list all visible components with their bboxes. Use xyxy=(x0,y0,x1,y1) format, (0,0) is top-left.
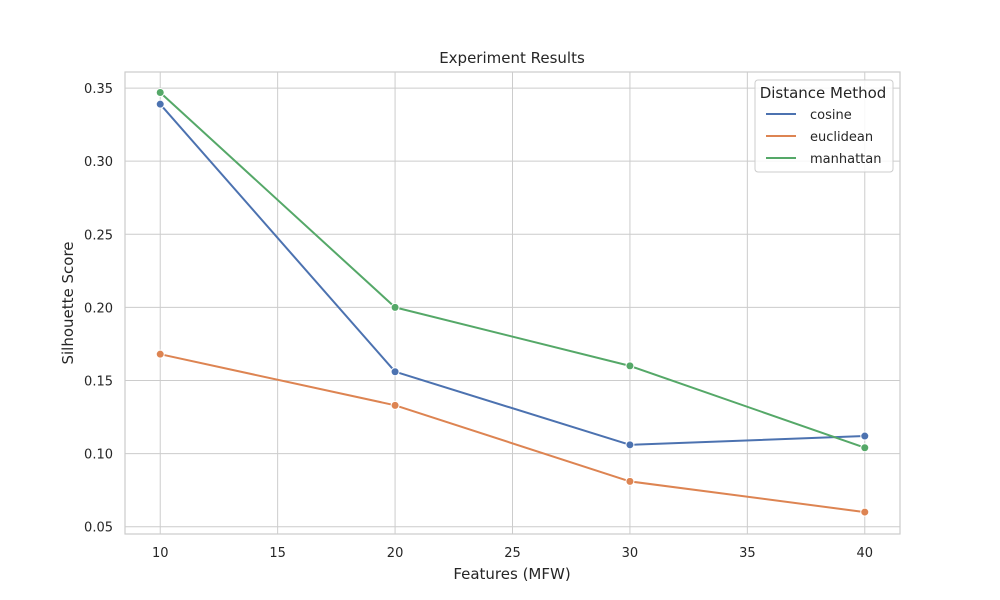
legend-box xyxy=(754,79,894,173)
y-tick-label: 0.30 xyxy=(84,155,113,170)
y-tick-label: 0.35 xyxy=(84,82,113,97)
y-tick-label: 0.15 xyxy=(84,374,113,389)
x-tick-label: 10 xyxy=(152,546,169,561)
y-tick-label: 0.05 xyxy=(84,521,113,536)
data-point-manhattan xyxy=(860,443,870,453)
x-tick-label: 30 xyxy=(622,546,639,561)
series-line-manhattan xyxy=(159,91,866,449)
x-axis-ticks: 10 15 20 25 30 35 40 xyxy=(152,546,873,561)
x-tick-label: 35 xyxy=(739,546,756,561)
y-tick-label: 0.20 xyxy=(84,301,113,316)
series-lines xyxy=(155,87,870,517)
legend-items: cosine euclidean manhattan xyxy=(766,108,881,167)
data-point-manhattan xyxy=(155,87,165,97)
series-line-euclidean xyxy=(159,353,866,514)
x-axis-label: Features (MFW) xyxy=(453,565,570,583)
data-point-euclidean xyxy=(390,400,400,410)
data-point-manhattan xyxy=(390,302,400,312)
data-point-cosine xyxy=(860,431,870,441)
y-tick-label: 0.25 xyxy=(84,228,113,243)
legend-title: Distance Method xyxy=(760,84,887,102)
legend: Distance Method cosine euclidean manhattan xyxy=(754,79,894,173)
y-axis-label: Silhouette Score xyxy=(59,241,77,364)
series-line-cosine xyxy=(159,103,866,446)
legend-label-cosine: cosine xyxy=(810,108,852,123)
y-axis-ticks: 0.05 0.10 0.15 0.20 0.25 0.30 0.35 xyxy=(84,82,113,536)
x-tick-label: 40 xyxy=(856,546,873,561)
y-tick-label: 0.10 xyxy=(84,448,113,463)
data-point-cosine xyxy=(390,367,400,377)
x-tick-label: 25 xyxy=(504,546,521,561)
data-point-euclidean xyxy=(155,349,165,359)
data-point-cosine xyxy=(625,440,635,450)
plot-frame xyxy=(124,71,901,535)
legend-label-manhattan: manhattan xyxy=(810,152,881,167)
data-point-manhattan xyxy=(625,361,635,371)
data-point-cosine xyxy=(155,99,165,109)
legend-label-euclidean: euclidean xyxy=(810,130,873,145)
data-point-euclidean xyxy=(860,507,870,517)
data-point-euclidean xyxy=(625,476,635,486)
x-tick-label: 20 xyxy=(387,546,404,561)
x-tick-label: 15 xyxy=(269,546,286,561)
chart-title: Experiment Results xyxy=(439,49,585,67)
